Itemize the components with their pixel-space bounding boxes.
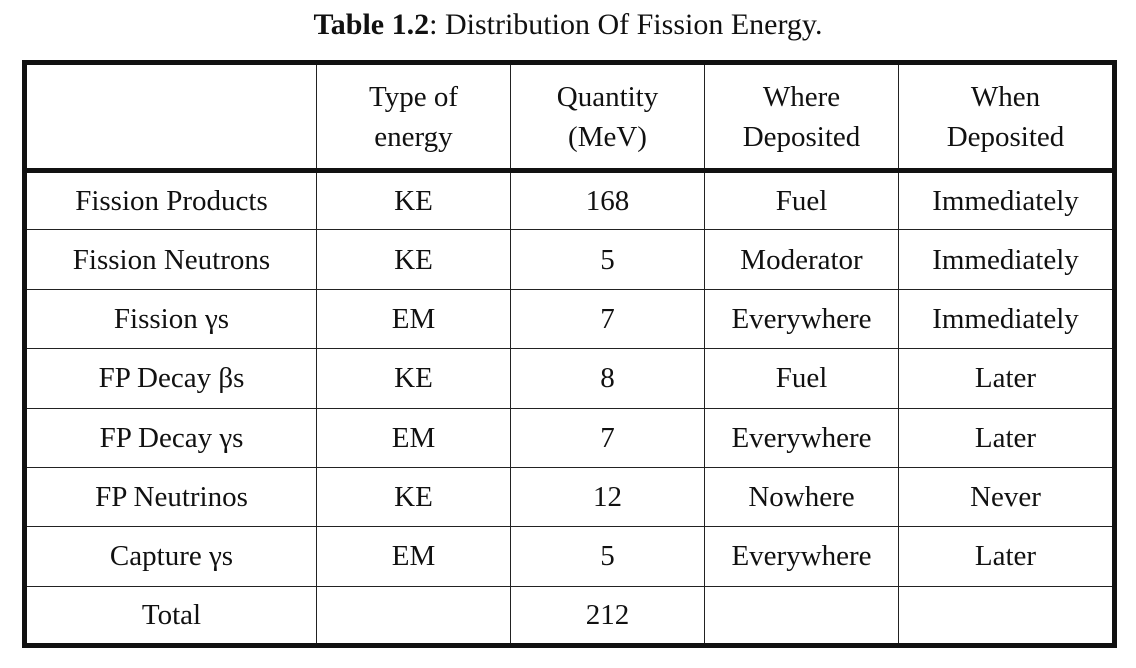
table-cell: Immediately xyxy=(898,229,1115,290)
table-row: Fission Products KE 168 Fuel Immediately xyxy=(24,169,1115,231)
table-cell: Fuel xyxy=(704,348,899,409)
table-cell: 5 xyxy=(510,229,705,290)
header-text: When xyxy=(970,80,1041,113)
table-cell: Everywhere xyxy=(704,526,899,587)
table-row: FP Decay γs EM 7 Everywhere Later xyxy=(24,407,1115,468)
table-row: FP Decay βs KE 8 Fuel Later xyxy=(24,348,1115,409)
table-cell: Capture γs xyxy=(24,526,317,587)
fission-energy-table: Type of energy Quantity (MeV) Where Depo… xyxy=(22,60,1117,648)
table-cell: Fission γs xyxy=(24,288,317,350)
table-cell: Later xyxy=(898,407,1115,468)
header-cell-when: When Deposited xyxy=(898,62,1115,173)
caption-text: : Distribution Of Fission Energy. xyxy=(429,8,823,41)
table-cell: 5 xyxy=(510,526,705,587)
table-cell: Total xyxy=(24,585,317,647)
table-cell: Moderator xyxy=(704,229,899,290)
table-cell: 7 xyxy=(510,407,705,468)
table-cell: 8 xyxy=(510,348,705,409)
header-text: Type of xyxy=(369,80,458,113)
table-cell: FP Neutrinos xyxy=(24,466,317,528)
table-cell: KE xyxy=(316,466,511,528)
header-text: energy xyxy=(374,120,453,153)
table-row-total: Total 212 xyxy=(24,585,1115,647)
table-cell: FP Decay βs xyxy=(24,348,317,409)
table-row: Capture γs EM 5 Everywhere Later xyxy=(24,526,1115,587)
table-row: Fission Neutrons KE 5 Moderator Immediat… xyxy=(24,229,1115,290)
table-cell: Nowhere xyxy=(704,466,899,528)
table-cell: EM xyxy=(316,407,511,468)
table-cell: 7 xyxy=(510,288,705,350)
header-text: Deposited xyxy=(946,120,1065,153)
table-cell: EM xyxy=(316,288,511,350)
header-cell-blank xyxy=(24,62,317,173)
table-cell: 212 xyxy=(510,585,705,647)
table-cell: Later xyxy=(898,526,1115,587)
table-cell: Fission Products xyxy=(24,169,317,231)
table-cell xyxy=(898,585,1115,647)
table-cell: Later xyxy=(898,348,1115,409)
table-cell: Immediately xyxy=(898,288,1115,350)
header-cell-where: Where Deposited xyxy=(704,62,899,173)
table-cell: 168 xyxy=(510,169,705,231)
table-caption: Table 1.2: Distribution Of Fission Energ… xyxy=(0,6,1136,44)
table-cell: Everywhere xyxy=(704,288,899,350)
table-cell xyxy=(704,585,899,647)
table-cell: Fuel xyxy=(704,169,899,231)
table-cell: Fission Neutrons xyxy=(24,229,317,290)
table-cell: Never xyxy=(898,466,1115,528)
table-row: Fission γs EM 7 Everywhere Immediately xyxy=(24,288,1115,350)
table-cell xyxy=(316,585,511,647)
table-cell: 12 xyxy=(510,466,705,528)
table-cell: KE xyxy=(316,169,511,231)
header-text: Deposited xyxy=(742,120,861,153)
header-row: Type of energy Quantity (MeV) Where Depo… xyxy=(24,62,1115,173)
table-row: FP Neutrinos KE 12 Nowhere Never xyxy=(24,466,1115,528)
table-cell: Everywhere xyxy=(704,407,899,468)
table-cell: KE xyxy=(316,348,511,409)
header-text: Where xyxy=(762,80,841,113)
header-text: (MeV) xyxy=(568,120,647,153)
table-cell: KE xyxy=(316,229,511,290)
header-cell-type: Type of energy xyxy=(316,62,511,173)
caption-label: Table 1.2 xyxy=(313,8,430,41)
table-cell: FP Decay γs xyxy=(24,407,317,468)
header-cell-quantity: Quantity (MeV) xyxy=(510,62,705,173)
table-cell: Immediately xyxy=(898,169,1115,231)
table-cell: EM xyxy=(316,526,511,587)
header-text: Quantity xyxy=(556,80,659,113)
